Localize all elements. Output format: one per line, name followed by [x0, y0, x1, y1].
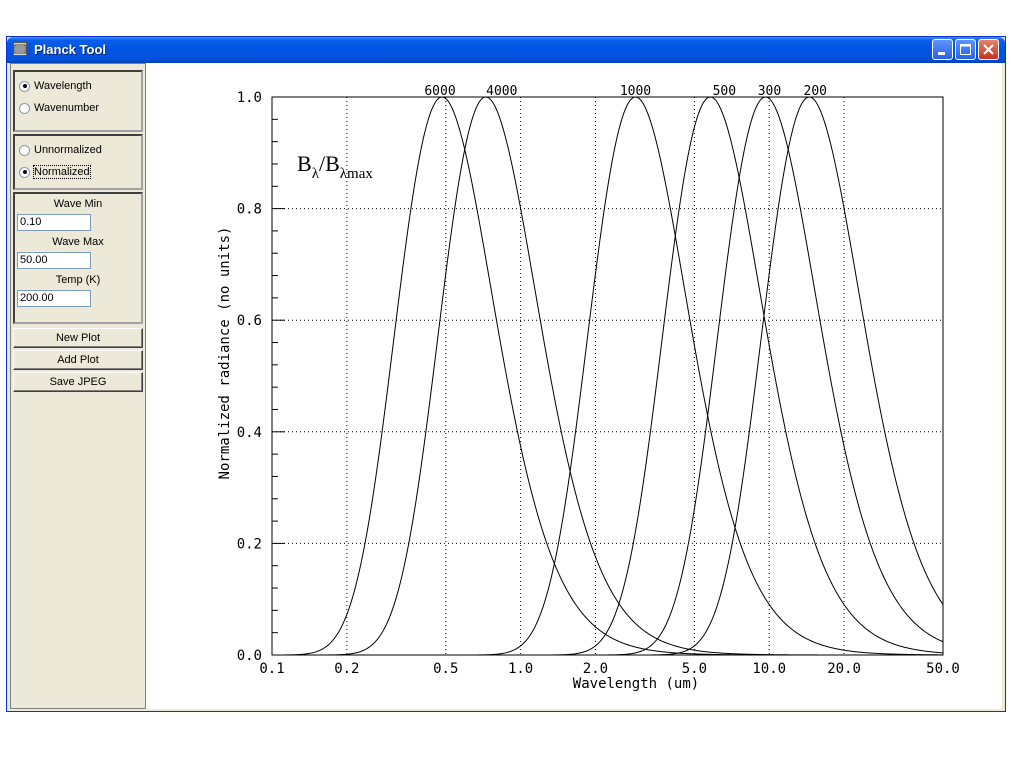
y-tick-label: 0.8 [237, 202, 262, 218]
planck-tool-window: Planck Tool Wavelength Wavenumber [6, 36, 1006, 712]
add-plot-button[interactable]: Add Plot [13, 350, 143, 370]
x-tick-label: 5.0 [682, 661, 707, 677]
x-tick-label: 50.0 [926, 661, 960, 677]
x-axis-label: Wavelength (um) [573, 676, 699, 692]
x-tick-label: 0.5 [433, 661, 458, 677]
radio-wavenumber[interactable]: Wavenumber [19, 100, 99, 116]
close-button[interactable] [978, 39, 999, 60]
radio-normalized[interactable]: Normalized [19, 164, 91, 180]
title-bar[interactable]: Planck Tool [7, 37, 1005, 63]
window-title: Planck Tool [34, 42, 106, 57]
wave-min-label: Wave Min [53, 198, 103, 210]
y-tick-label: 0.6 [237, 313, 262, 329]
annotation-base: B [297, 151, 312, 176]
radio-normalized-label: Normalized [33, 165, 91, 179]
maximize-icon [960, 44, 971, 55]
new-plot-button[interactable]: New Plot [13, 328, 143, 348]
x-tick-label: 1.0 [508, 661, 533, 677]
annotation-sub1: λ [312, 166, 320, 182]
annotation-sub2: λmax [340, 166, 374, 182]
radio-unnormalized-label: Unnormalized [34, 144, 102, 156]
control-panel: Wavelength Wavenumber Unnormalized Norma… [10, 63, 146, 709]
client-area: Wavelength Wavenumber Unnormalized Norma… [10, 63, 1002, 709]
y-tick-label: 0.2 [237, 536, 262, 552]
annotation-mid: /B [319, 151, 340, 176]
temperature-label-200: 200 [804, 84, 827, 99]
save-jpeg-button[interactable]: Save JPEG [13, 372, 143, 392]
x-tick-labels: 0.1 0.2 0.5 1.0 2.0 5.0 10.0 20.0 50.0 [259, 661, 960, 677]
radio-wavelength-label: Wavelength [34, 80, 92, 92]
wave-max-input[interactable]: 50.00 [17, 252, 91, 269]
minimize-icon [938, 52, 945, 55]
x-tick-label: 0.2 [334, 661, 359, 677]
wave-max-label: Wave Max [52, 236, 104, 248]
parameters-group: Wave Min 0.10 Wave Max 50.00 Temp (K) 20… [13, 192, 143, 324]
y-tick-labels: 0.0 0.2 0.4 0.6 0.8 1.0 [237, 90, 262, 664]
temperature-label-4000: 4000 [486, 84, 517, 99]
x-tick-label: 0.1 [259, 661, 284, 677]
temperature-label-500: 500 [713, 84, 736, 99]
wave-min-input[interactable]: 0.10 [17, 214, 91, 231]
x-tick-label: 20.0 [827, 661, 861, 677]
y-tick-label: 0.0 [237, 648, 262, 664]
radio-wavelength-indicator[interactable] [19, 80, 30, 92]
maximize-button[interactable] [955, 39, 976, 60]
app-icon [13, 42, 27, 56]
close-icon [983, 44, 994, 55]
radio-wavenumber-label: Wavenumber [34, 102, 100, 114]
temperature-label-1000: 1000 [620, 84, 651, 99]
x-tick-label: 10.0 [752, 661, 786, 677]
y-tick-label: 1.0 [237, 90, 262, 106]
radio-unnormalized[interactable]: Unnormalized [19, 142, 102, 158]
temperature-label: Temp (K) [55, 274, 101, 286]
x-tick-label: 2.0 [583, 661, 608, 677]
temperature-label-6000: 6000 [424, 84, 455, 99]
plot-frame [271, 96, 944, 656]
y-axis-label: Normalized radiance (no units) [217, 227, 233, 480]
radio-wavenumber-indicator[interactable] [19, 102, 30, 114]
temperature-labels: 6000 4000 1000 500 300 200 [424, 84, 827, 99]
radio-unnormalized-indicator[interactable] [19, 144, 30, 156]
radio-normalized-indicator[interactable] [19, 166, 30, 178]
chart-annotation: Bλ/Bλmax [297, 151, 373, 182]
minimize-button[interactable] [932, 39, 953, 60]
y-tick-label: 0.4 [237, 425, 262, 441]
temperature-label-300: 300 [758, 84, 781, 99]
mode-group: Wavelength Wavenumber [13, 70, 143, 132]
radio-wavelength[interactable]: Wavelength [19, 78, 92, 94]
temperature-input[interactable]: 200.00 [17, 290, 91, 307]
normalization-group: Unnormalized Normalized [13, 134, 143, 190]
planck-plot: 0.1 0.2 0.5 1.0 2.0 5.0 10.0 20.0 50.0 0.0 0.2 0.4… [147, 63, 1001, 709]
